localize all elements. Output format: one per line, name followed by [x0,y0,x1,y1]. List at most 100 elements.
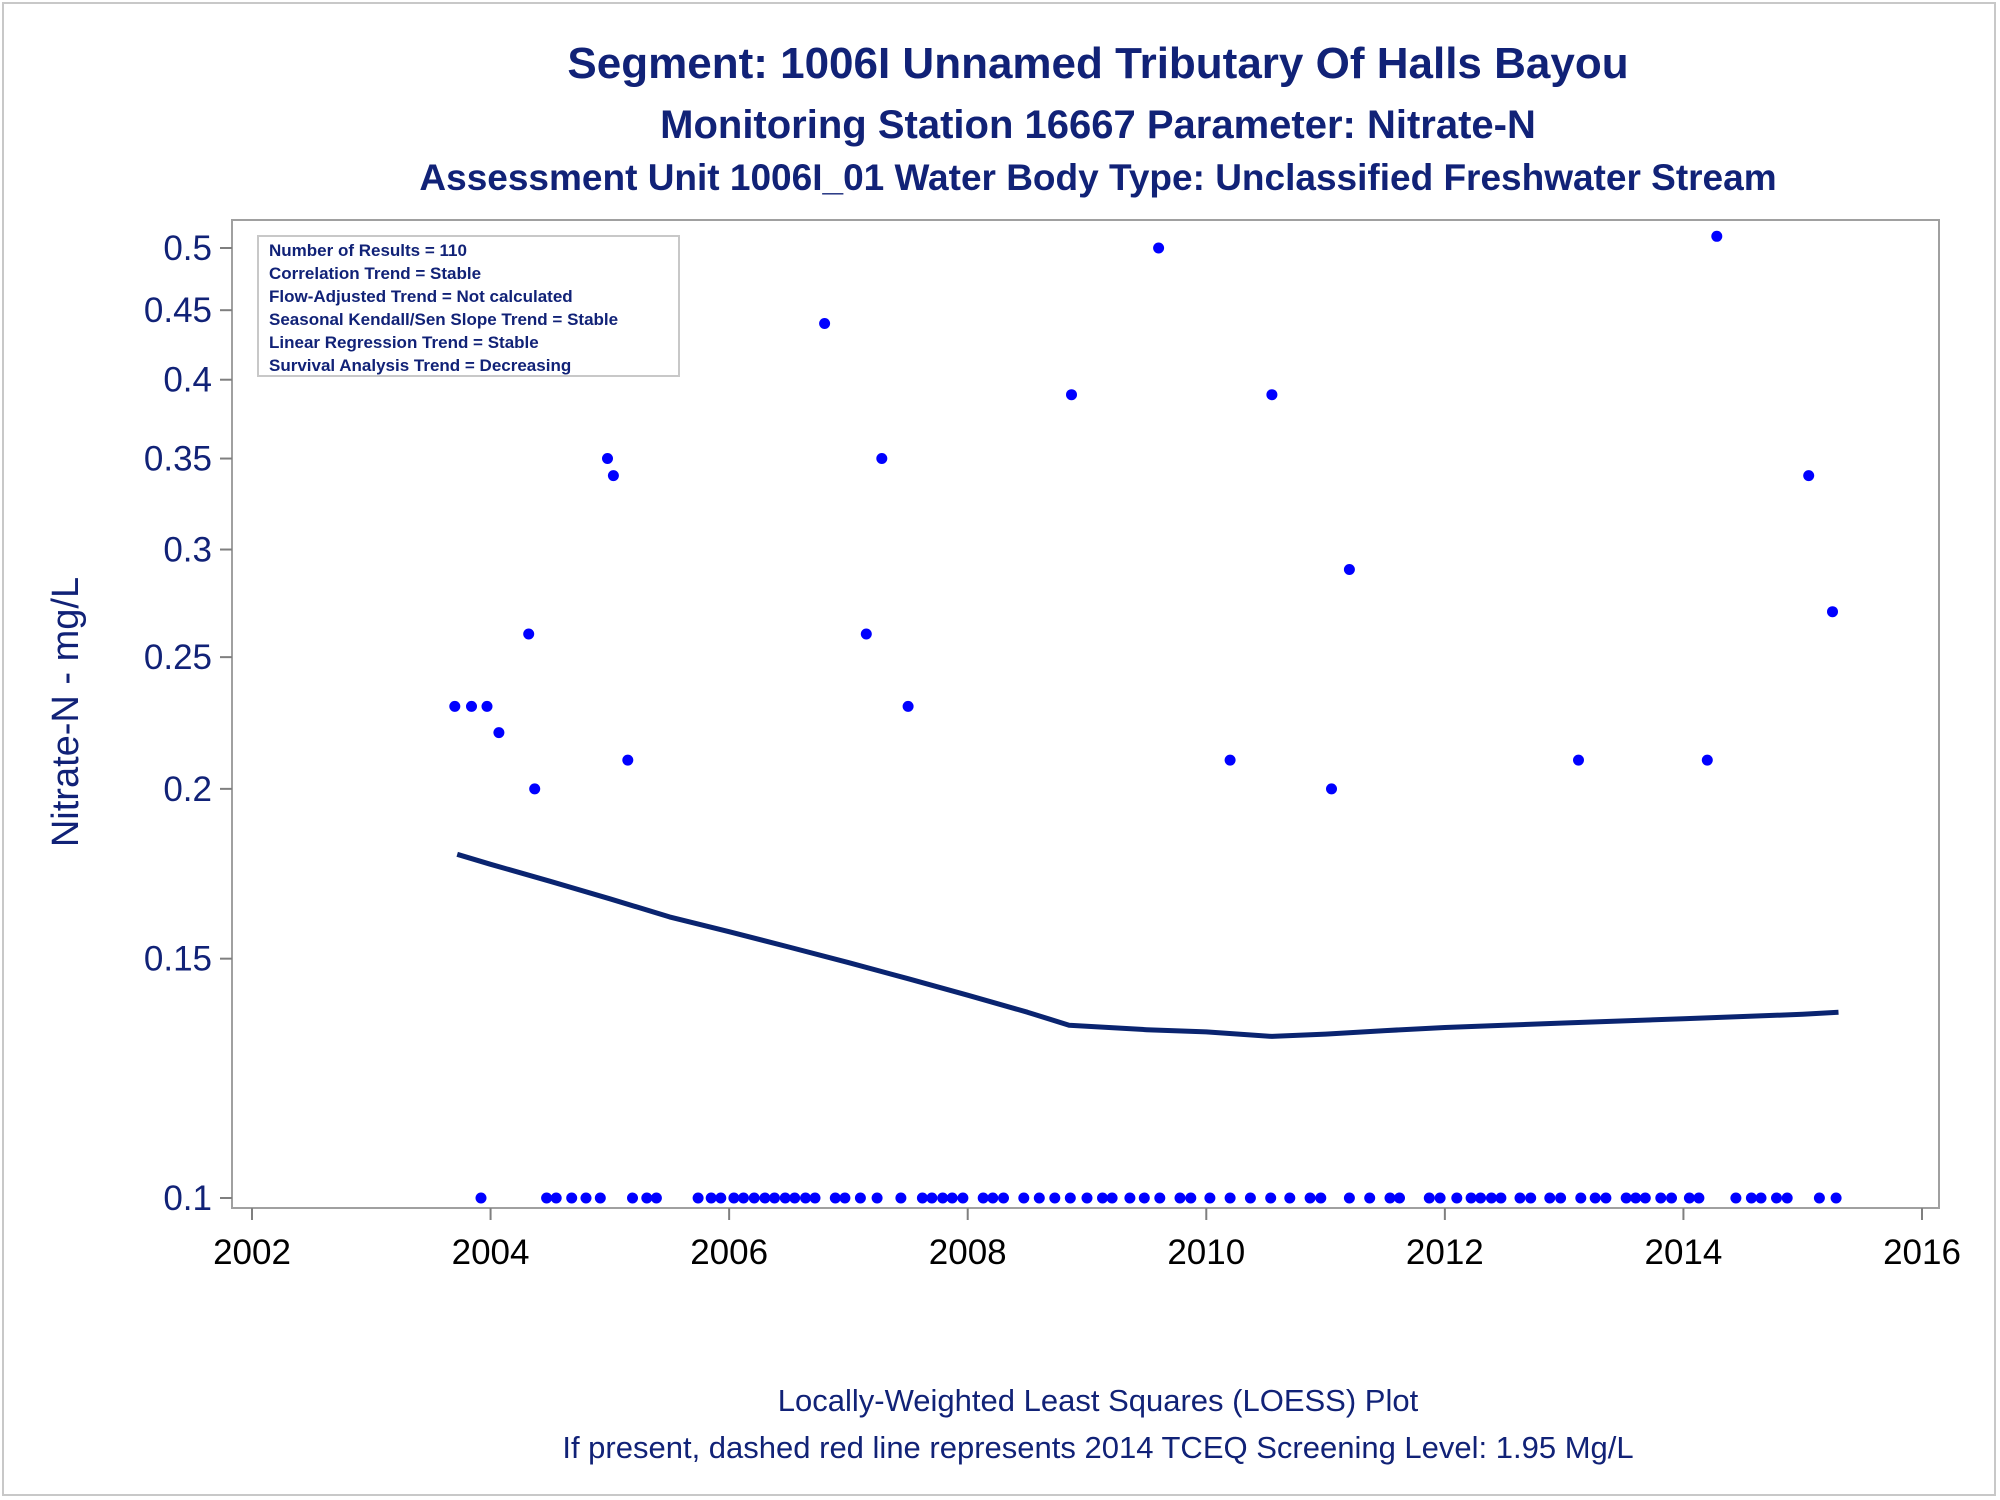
data-point [819,318,831,329]
data-point [1224,1192,1236,1204]
data-point [1544,1192,1556,1204]
footnote-screening-level: If present, dashed red line represents 2… [562,1430,1633,1465]
x-tick-label: 2012 [1406,1233,1484,1272]
data-point [789,1192,801,1204]
data-point [475,1192,487,1204]
data-point [860,628,872,640]
data-point [1485,1192,1497,1204]
loess-layer [456,851,1839,1039]
data-point [1315,1192,1327,1204]
data-point [916,1192,928,1204]
data-point [1745,1192,1757,1204]
data-point [1465,1192,1477,1204]
data-point [895,1192,907,1204]
data-point [705,1192,717,1204]
data-point [580,1192,592,1204]
y-tick-label: 0.25 [144,638,212,677]
data-point [1514,1192,1526,1204]
stats-line-correlation: Correlation Trend = Stable [269,264,481,283]
data-point [1655,1192,1667,1204]
data-point [449,700,461,712]
data-point [987,1192,999,1204]
data-point [902,700,914,712]
data-point [1451,1192,1463,1204]
stats-line-survival: Survival Analysis Trend = Decreasing [269,356,571,375]
data-point [541,1192,553,1204]
data-point [876,453,888,464]
stats-line-seasonal-kendall: Seasonal Kendall/Sen Slope Trend = Stabl… [269,310,618,329]
points-layer [449,230,1842,1204]
data-point [800,1192,811,1204]
data-point [1693,1192,1705,1204]
data-point [1138,1192,1150,1204]
data-point [1049,1192,1061,1204]
data-point [1204,1192,1216,1204]
data-point [1326,783,1337,795]
data-point [1106,1192,1118,1204]
data-point [1265,1192,1277,1204]
data-point [1781,1192,1793,1204]
data-point [1701,754,1713,766]
data-point [1730,1192,1742,1204]
loess-line [456,851,1839,1039]
data-point [748,1192,760,1204]
data-point [1630,1192,1642,1204]
data-point [946,1192,958,1204]
data-point [1224,754,1236,766]
data-point [1097,1192,1108,1204]
data-point [1284,1192,1296,1204]
y-tick-label: 0.1 [163,1179,212,1218]
data-point [1600,1192,1612,1204]
data-point [1081,1192,1093,1204]
x-tick-label: 2006 [690,1233,768,1272]
data-point [493,727,505,739]
data-point [1364,1192,1376,1204]
data-point [1174,1192,1186,1204]
y-tick-label: 0.45 [144,291,212,330]
data-point [1423,1192,1435,1204]
data-point [977,1192,989,1204]
data-point [1394,1192,1405,1204]
x-axis: 2002 2004 2006 2008 2010 2012 2014 2016 [213,1208,1961,1272]
y-tick-label: 0.3 [163,531,212,570]
x-tick-label: 2014 [1644,1233,1722,1272]
data-point [957,1192,969,1204]
data-point [1525,1192,1537,1204]
data-point [839,1192,851,1204]
data-point [715,1192,727,1204]
data-point [779,1192,791,1204]
footnote-loess: Locally-Weighted Least Squares (LOESS) P… [778,1383,1419,1418]
chart-subtitle-station: Monitoring Station 16667 Parameter: Nitr… [660,103,1536,147]
x-tick-label: 2016 [1883,1233,1961,1272]
data-point [1384,1192,1396,1204]
data-point [1244,1192,1256,1204]
data-point [1575,1192,1587,1204]
data-point [1066,389,1077,401]
data-point [692,1192,704,1204]
data-point [1803,470,1815,482]
data-point [1495,1192,1507,1204]
data-point [650,1192,662,1204]
data-point [1771,1192,1782,1204]
y-axis: 0.1 0.15 0.2 0.25 0.3 0.35 0.4 0.45 0.5 [144,229,232,1218]
data-point [809,1192,821,1204]
data-point [641,1192,653,1204]
data-point [1555,1192,1567,1204]
data-point [607,470,619,482]
data-point [523,628,535,640]
y-tick-label: 0.2 [163,770,212,809]
data-point [1475,1192,1487,1204]
data-point [1830,1192,1842,1204]
data-point [1154,1192,1166,1204]
stats-box: Number of Results = 110 Correlation Tren… [257,235,680,377]
x-tick-label: 2002 [213,1233,291,1272]
stats-line-results: Number of Results = 110 [269,241,467,260]
data-point [1266,389,1278,401]
data-point [738,1192,749,1204]
data-point [926,1192,938,1204]
data-point [1033,1192,1045,1204]
data-point [1683,1192,1695,1204]
stats-line-linear-regression: Linear Regression Trend = Stable [269,333,539,352]
